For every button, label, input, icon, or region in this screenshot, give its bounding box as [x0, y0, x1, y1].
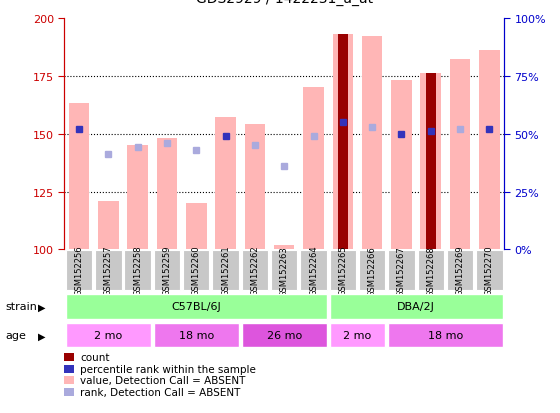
Text: GSM152265: GSM152265: [338, 245, 347, 296]
FancyBboxPatch shape: [271, 251, 297, 290]
Text: GSM152258: GSM152258: [133, 245, 142, 296]
Text: GSM152263: GSM152263: [279, 245, 289, 296]
FancyBboxPatch shape: [154, 323, 239, 348]
FancyBboxPatch shape: [242, 251, 268, 290]
Text: GSM152259: GSM152259: [162, 245, 171, 296]
Bar: [157, 139, 177, 250]
Bar: [186, 204, 207, 250]
Bar: [274, 245, 295, 250]
Bar: [69, 104, 89, 250]
Bar: [304, 88, 324, 250]
Bar: [479, 51, 500, 250]
Bar: [245, 125, 265, 250]
Bar: [338, 35, 348, 250]
FancyBboxPatch shape: [330, 323, 385, 348]
Text: GSM152256: GSM152256: [74, 245, 83, 296]
FancyBboxPatch shape: [95, 251, 122, 290]
Bar: [421, 74, 441, 250]
FancyBboxPatch shape: [300, 251, 326, 290]
Text: strain: strain: [6, 301, 38, 312]
Text: C57BL/6J: C57BL/6J: [171, 301, 221, 312]
FancyBboxPatch shape: [124, 251, 151, 290]
Bar: [98, 201, 119, 250]
FancyBboxPatch shape: [66, 294, 326, 319]
Text: GSM152269: GSM152269: [455, 245, 465, 296]
Text: rank, Detection Call = ABSENT: rank, Detection Call = ABSENT: [80, 387, 240, 397]
Text: 18 mo: 18 mo: [179, 330, 214, 341]
FancyBboxPatch shape: [154, 251, 180, 290]
Text: GSM152264: GSM152264: [309, 245, 318, 296]
Text: DBA/2J: DBA/2J: [397, 301, 435, 312]
Text: ▶: ▶: [38, 330, 46, 341]
FancyBboxPatch shape: [66, 323, 151, 348]
Text: GSM152268: GSM152268: [426, 245, 435, 296]
Text: 2 mo: 2 mo: [94, 330, 123, 341]
Text: ▶: ▶: [38, 301, 46, 312]
FancyBboxPatch shape: [447, 251, 473, 290]
Text: GDS2929 / 1422231_a_at: GDS2929 / 1422231_a_at: [195, 0, 373, 6]
FancyBboxPatch shape: [66, 251, 92, 290]
Text: GSM152270: GSM152270: [485, 245, 494, 296]
FancyBboxPatch shape: [388, 323, 502, 348]
Bar: [450, 60, 470, 250]
Text: 26 mo: 26 mo: [267, 330, 302, 341]
Text: age: age: [6, 330, 26, 341]
FancyBboxPatch shape: [418, 251, 444, 290]
Text: percentile rank within the sample: percentile rank within the sample: [80, 364, 256, 374]
Bar: [216, 118, 236, 250]
Text: 2 mo: 2 mo: [343, 330, 372, 341]
Text: GSM152260: GSM152260: [192, 245, 201, 296]
Text: value, Detection Call = ABSENT: value, Detection Call = ABSENT: [80, 375, 245, 385]
FancyBboxPatch shape: [359, 251, 385, 290]
FancyBboxPatch shape: [183, 251, 209, 290]
Text: count: count: [80, 352, 110, 362]
FancyBboxPatch shape: [388, 251, 414, 290]
Text: GSM152261: GSM152261: [221, 245, 230, 296]
Bar: [391, 81, 412, 250]
FancyBboxPatch shape: [242, 323, 326, 348]
Text: GSM152266: GSM152266: [367, 245, 377, 296]
FancyBboxPatch shape: [212, 251, 239, 290]
FancyBboxPatch shape: [330, 251, 356, 290]
Bar: [362, 37, 382, 250]
FancyBboxPatch shape: [476, 251, 502, 290]
Text: GSM152267: GSM152267: [397, 245, 406, 296]
FancyBboxPatch shape: [330, 294, 502, 319]
Text: GSM152257: GSM152257: [104, 245, 113, 296]
Text: GSM152262: GSM152262: [250, 245, 259, 296]
Bar: [128, 146, 148, 250]
Bar: [333, 35, 353, 250]
Text: 18 mo: 18 mo: [428, 330, 463, 341]
Bar: [426, 74, 436, 250]
